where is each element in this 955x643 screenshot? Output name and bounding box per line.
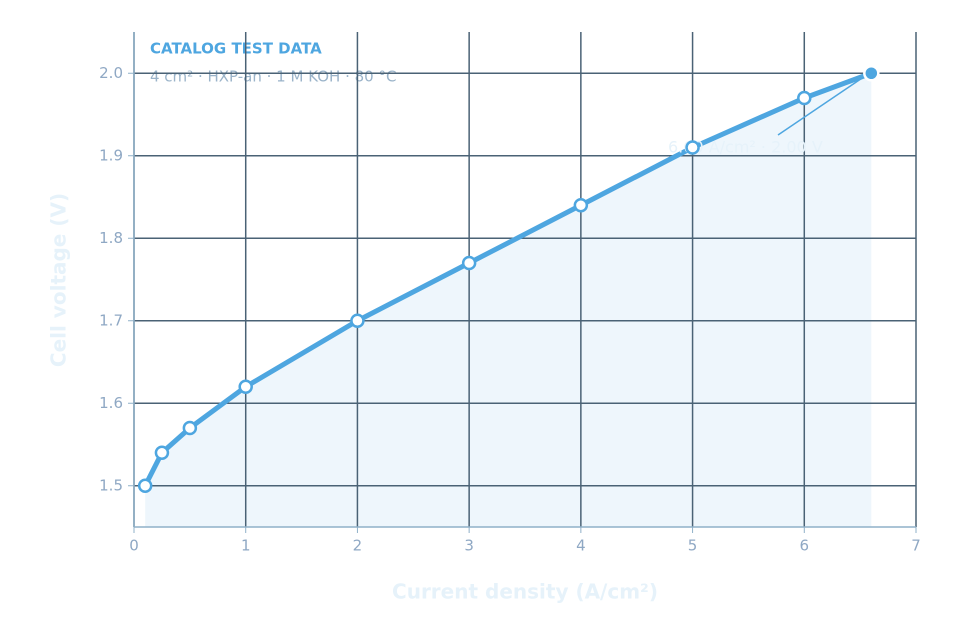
annotation: 6.60 A/cm² · 2.00 V <box>668 138 823 157</box>
marker <box>797 90 812 106</box>
y-tick-label: 2.0 <box>99 64 123 82</box>
x-tick-label: 6 <box>800 537 810 555</box>
marker <box>238 379 253 394</box>
marker <box>685 140 700 155</box>
marker <box>461 255 477 271</box>
y-axis-label: Cell voltage (V) <box>47 193 71 367</box>
chart-subtitle: 4 cm² · HXP-an · 1 M KOH · 80 °C <box>150 68 396 86</box>
series-line <box>142 70 873 487</box>
chart-title: CATALOG TEST DATA <box>150 40 322 58</box>
x-tick-label: 0 <box>129 537 139 555</box>
x-tick-label: 1 <box>241 537 251 555</box>
x-tick-label: 4 <box>576 537 586 555</box>
x-tick-label: 7 <box>911 537 921 555</box>
marker <box>154 445 170 460</box>
x-tick-label: 5 <box>688 537 698 555</box>
marker <box>182 420 198 436</box>
area <box>145 73 872 527</box>
x-axis-label: Current density (A/cm²) <box>392 580 658 604</box>
x-tick-label: 3 <box>464 537 474 555</box>
annotation-line <box>777 76 864 136</box>
y-tick-label: 1.8 <box>99 229 123 247</box>
y-tick-label: 1.5 <box>99 476 123 494</box>
marker <box>863 65 880 82</box>
marker <box>350 313 365 328</box>
marker <box>573 198 589 213</box>
marker <box>137 478 153 493</box>
y-tick-label: 1.6 <box>99 394 123 412</box>
x-tick-label: 2 <box>353 537 363 555</box>
y-tick-label: 1.7 <box>99 311 123 329</box>
y-tick-label: 1.9 <box>99 146 123 164</box>
